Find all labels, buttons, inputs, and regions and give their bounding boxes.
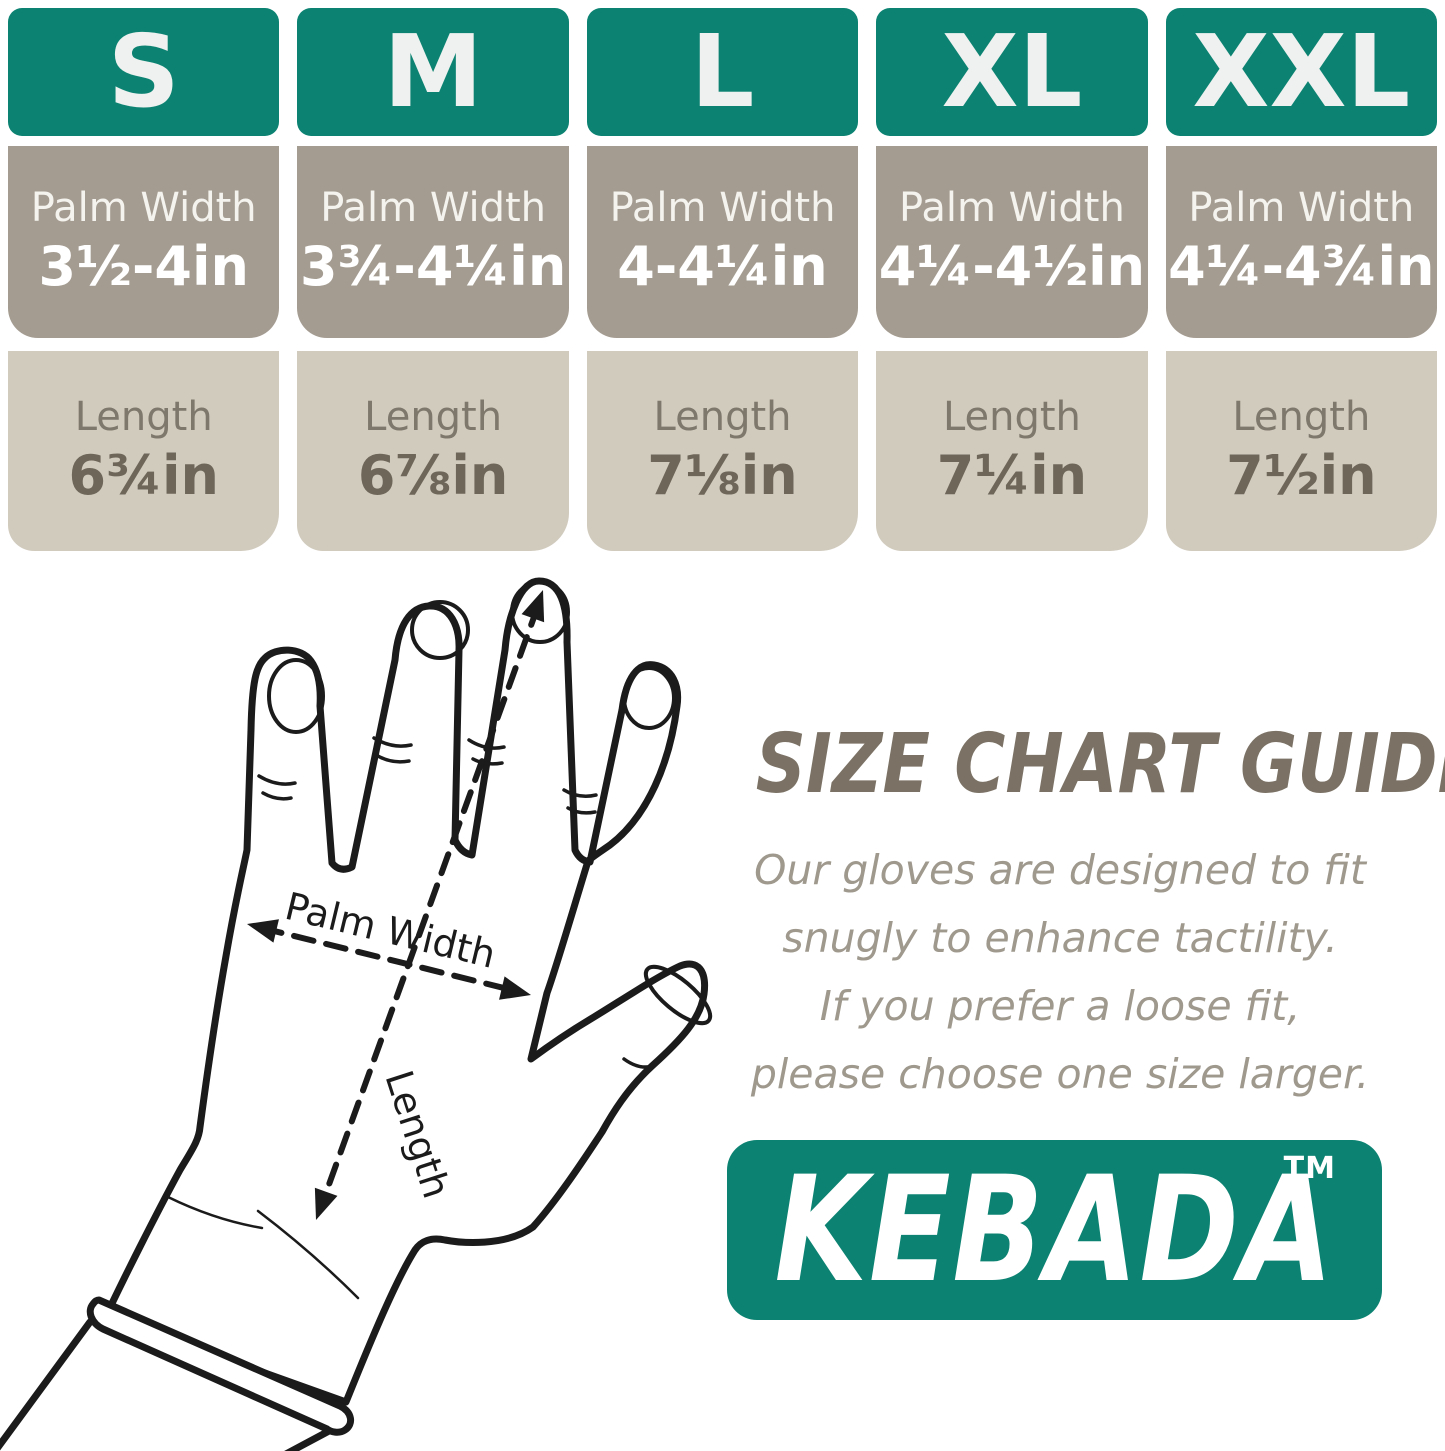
brand-name: KEBADA: [774, 1145, 1335, 1315]
fingernails: [267, 580, 713, 1026]
palm-width-cell-s: Palm Width 3½-4in: [8, 146, 280, 338]
palm-width-cell-xxl: Palm Width 4¼-4¾in: [1165, 146, 1438, 338]
palm-width-value: 3½-4in: [38, 234, 249, 298]
sleeve-line-right: [284, 1427, 333, 1451]
palm-width-label: Palm Width: [1188, 184, 1415, 231]
length-value: 6¾in: [68, 443, 219, 507]
length-value: 7½in: [1226, 443, 1377, 507]
length-cell-m: Length 6⅞in: [297, 351, 569, 551]
length-cell-xxl: Length 7½in: [1165, 351, 1438, 551]
brand-logo: KEBADA TM: [727, 1140, 1382, 1320]
length-label: Length: [1232, 393, 1371, 440]
palm-width-arrow: [247, 919, 531, 1000]
size-column-m: M Palm Width 3¾-4¼in Length 6⅞in: [297, 8, 569, 551]
trademark-symbol: TM: [1283, 1151, 1336, 1186]
palm-width-label: Palm Width: [609, 184, 836, 231]
length-value: 7⅛in: [647, 443, 798, 507]
sleeve-line-left: [0, 1318, 94, 1451]
length-arrow: [314, 590, 545, 1220]
size-label: XXL: [1192, 13, 1411, 130]
size-label: M: [383, 13, 483, 130]
palm-width-value: 4-4¼in: [617, 234, 828, 298]
size-column-s: S Palm Width 3½-4in Length 6¾in: [8, 8, 280, 551]
size-header-l: L: [586, 8, 859, 136]
guide-description: Our gloves are designed to fit snugly to…: [700, 836, 1420, 1108]
length-value: 6⅞in: [357, 443, 509, 507]
size-label: XL: [941, 13, 1083, 130]
length-cell-xl: Length 7¼in: [876, 351, 1148, 551]
size-header-m: M: [297, 8, 569, 136]
wrist-creases: [166, 1195, 360, 1300]
size-header-xxl: XXL: [1165, 8, 1438, 136]
size-label: L: [690, 13, 755, 130]
hand-measurement-diagram: Palm Width Length: [0, 577, 713, 1451]
size-header-s: S: [8, 8, 280, 136]
palm-width-label: Palm Width: [320, 184, 547, 231]
palm-width-cell-m: Palm Width 3¾-4¼in: [297, 146, 569, 338]
length-label: Length: [364, 393, 503, 440]
length-label: Length: [74, 393, 213, 440]
size-column-xl: XL Palm Width 4¼-4½in Length 7¼in: [876, 8, 1148, 551]
size-header-xl: XL: [876, 8, 1148, 136]
length-value: 7¼in: [936, 443, 1088, 507]
guide-description-line: Our gloves are designed to fit: [754, 846, 1366, 894]
guide-description-line: snugly to enhance tactility.: [782, 914, 1338, 962]
size-column-xxl: XXL Palm Width 4¼-4¾in Length 7½in: [1165, 8, 1438, 551]
length-cell-l: Length 7⅛in: [586, 351, 859, 551]
size-chart-table: S Palm Width 3½-4in Length 6¾in M Palm W…: [8, 8, 1438, 551]
palm-width-value: 3¾-4¼in: [299, 234, 567, 298]
length-cell-s: Length 6¾in: [8, 351, 280, 551]
palm-width-label: Palm Width: [30, 184, 257, 231]
size-column-l: L Palm Width 4-4¼in Length 7⅛in: [586, 8, 859, 551]
palm-width-value: 4¼-4¾in: [1168, 234, 1435, 298]
page-title: SIZE CHART GUIDE: [755, 717, 1445, 812]
palm-width-cell-l: Palm Width 4-4¼in: [586, 146, 859, 338]
palm-width-label: Palm Width: [899, 184, 1125, 231]
length-label: Length: [942, 393, 1081, 440]
guide-description-line: please choose one size larger.: [750, 1050, 1370, 1098]
palm-width-cell-xl: Palm Width 4¼-4½in: [876, 146, 1148, 338]
guide-description-line: If you prefer a loose fit,: [819, 982, 1301, 1030]
palm-width-value: 4¼-4½in: [878, 234, 1146, 298]
size-label: S: [107, 13, 180, 130]
hand-outline: [102, 577, 709, 1406]
length-label: Length: [653, 393, 792, 440]
